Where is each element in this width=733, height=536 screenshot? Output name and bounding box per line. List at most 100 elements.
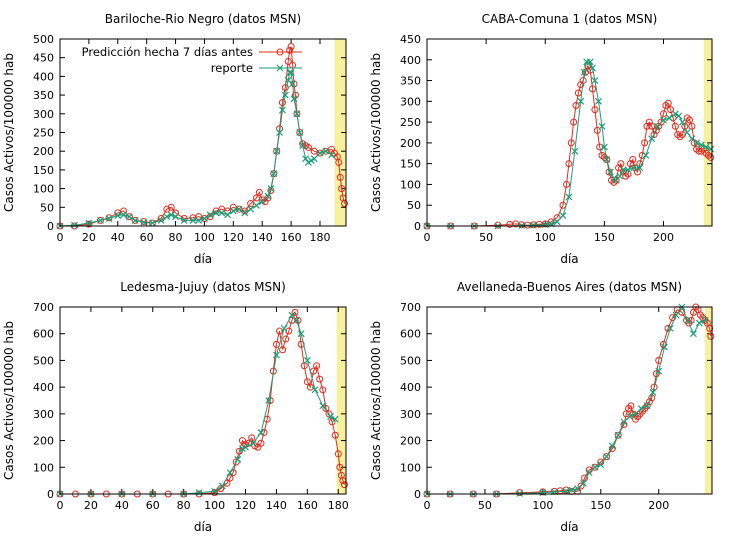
- y-tick-label: 200: [400, 435, 421, 448]
- data-point-rep: [189, 216, 197, 224]
- data-point-pred: [704, 151, 712, 159]
- data-point-rep: [293, 110, 301, 118]
- data-point-pred: [686, 116, 694, 124]
- chart-title: Avellaneda-Buenos Aires (datos MSN): [457, 280, 682, 294]
- data-point-pred: [331, 431, 339, 439]
- data-point-rep: [626, 413, 634, 420]
- y-axis-label: Casos Activos/100000 hab: [369, 321, 383, 480]
- data-point-pred: [211, 489, 219, 497]
- data-point-pred: [593, 126, 601, 134]
- y-axis-label: Casos Activos/100000 hab: [2, 53, 16, 212]
- series-line-pred: [427, 64, 712, 227]
- data-point-rep: [585, 469, 593, 477]
- data-point-rep: [157, 216, 165, 224]
- data-point-rep: [661, 343, 668, 351]
- x-tick-label: 180: [328, 499, 349, 512]
- data-point-pred: [622, 172, 630, 180]
- data-point-pred: [589, 85, 597, 93]
- data-point-rep: [226, 469, 234, 477]
- legend-marker-pred: [276, 48, 284, 56]
- data-point-rep: [281, 91, 289, 99]
- data-point-rep: [289, 80, 296, 88]
- series-line-rep: [60, 314, 336, 495]
- data-point-pred: [662, 101, 670, 109]
- data-point-pred: [660, 110, 668, 118]
- data-point-pred: [688, 122, 696, 130]
- plot-frame: [59, 306, 347, 495]
- data-point-pred: [516, 489, 524, 497]
- data-point-pred: [284, 57, 292, 65]
- data-point-rep: [125, 213, 133, 221]
- data-point-rep: [608, 442, 616, 450]
- data-point-rep: [690, 330, 697, 338]
- data-point-pred: [235, 447, 243, 455]
- data-point-rep: [297, 330, 305, 338]
- data-point-rep: [296, 129, 304, 136]
- y-tick-label: 100: [33, 461, 54, 474]
- data-point-rep: [302, 155, 309, 163]
- x-tick-label: 140: [266, 499, 287, 512]
- y-tick-label: 500: [33, 33, 54, 46]
- x-tick-label: 150: [590, 499, 611, 512]
- series-rep: [423, 58, 715, 230]
- data-point-pred: [341, 200, 349, 208]
- data-point-rep: [577, 97, 585, 105]
- data-point-pred: [707, 332, 715, 340]
- data-point-rep: [579, 479, 587, 487]
- data-point-rep: [253, 202, 260, 209]
- data-point-rep: [328, 151, 335, 159]
- data-point-rep: [539, 489, 547, 497]
- data-point-rep: [265, 397, 273, 404]
- data-point-rep: [97, 216, 104, 224]
- series-rep: [56, 69, 335, 230]
- data-point-rep: [591, 77, 599, 84]
- data-point-rep: [280, 324, 288, 332]
- data-point-rep: [614, 431, 622, 439]
- data-point-pred: [706, 324, 714, 332]
- data-point-rep: [530, 221, 537, 229]
- data-point-rep: [258, 198, 266, 206]
- series-rep: [56, 311, 339, 498]
- x-tick-label: 40: [111, 231, 125, 244]
- y-axis-label: Casos Activos/100000 hab: [2, 321, 16, 480]
- data-point-rep: [316, 149, 324, 157]
- data-point-pred: [671, 122, 679, 130]
- y-tick-label: 300: [33, 108, 54, 121]
- data-point-pred: [304, 143, 312, 151]
- legend: Predicción hecha 7 días antes reporte: [82, 45, 302, 75]
- data-point-rep: [559, 212, 567, 220]
- data-point-pred: [163, 205, 171, 213]
- y-axis-label: Casos Activos/100000 hab: [369, 53, 383, 212]
- data-point-rep: [553, 218, 561, 226]
- x-tick-label: 0: [424, 499, 431, 512]
- y-tick-label: 150: [400, 158, 421, 171]
- legend-label-pred: Predicción hecha 7 días antes: [82, 45, 253, 59]
- series-line-pred: [60, 310, 345, 495]
- data-point-pred: [340, 481, 348, 489]
- panel-2: 0 50 100 150 200 250 300 350 400 450 0 50 100 150 200 C…: [369, 12, 715, 266]
- data-point-rep: [287, 69, 295, 77]
- data-point-pred: [645, 398, 653, 406]
- y-tick-label: 400: [33, 70, 54, 83]
- data-point-rep: [636, 164, 644, 172]
- x-tick-label: 0: [424, 231, 431, 244]
- data-point-pred: [674, 131, 682, 139]
- data-point-pred: [303, 378, 311, 386]
- data-point-rep: [241, 209, 249, 217]
- data-point-rep: [541, 221, 549, 229]
- data-point-rep: [286, 69, 294, 77]
- plot-frame: [59, 38, 347, 227]
- data-point-rep: [71, 221, 78, 229]
- data-point-rep: [648, 135, 656, 143]
- legend-marker-rep: [276, 64, 284, 72]
- y-tick-label: 200: [33, 145, 54, 158]
- x-tick-label: 0: [57, 231, 64, 244]
- data-point-rep: [562, 487, 570, 495]
- data-point-rep: [606, 168, 614, 176]
- data-point-pred: [702, 149, 710, 157]
- data-point-rep: [290, 95, 298, 103]
- data-point-pred: [290, 80, 298, 88]
- data-point-rep: [684, 316, 692, 324]
- data-point-pred: [279, 346, 287, 354]
